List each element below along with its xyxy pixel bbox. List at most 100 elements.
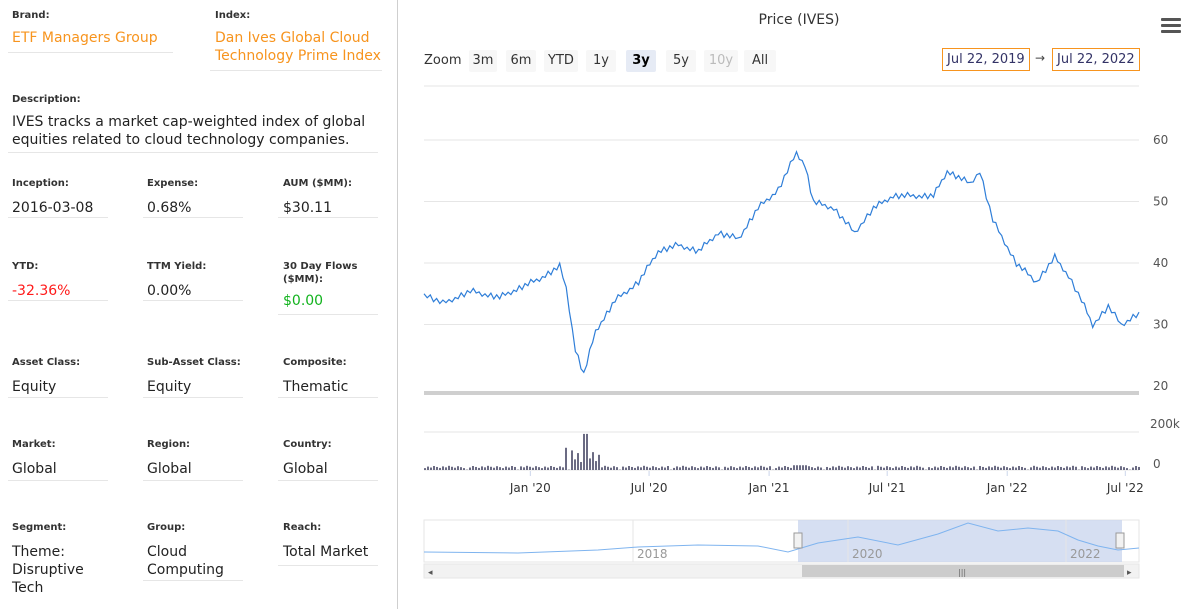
volume-bar [1042,466,1044,470]
scroll-left-arrow-icon[interactable]: ◂ [428,568,433,578]
sub-asset-class-value: Equity [147,379,192,395]
zoom-3y-button[interactable]: 3y [626,50,656,72]
zoom-6m-button[interactable]: 6m [506,50,536,72]
volume-bar [469,467,471,470]
navigator-right-handle[interactable] [1115,532,1125,549]
volume-bar [1126,468,1128,470]
volume-bar [997,466,999,470]
volume-bar [1048,468,1050,470]
volume-bar [451,466,453,470]
volume-bar [529,466,531,470]
aum-field: AUM ($MM): $30.11 [283,177,383,217]
volume-bar [1108,467,1110,470]
volume-bar [979,466,981,470]
country-label: Country: [283,439,332,450]
volume-bar [559,466,561,470]
x-tick-label: Jul '21 [868,481,906,495]
volume-bar [430,467,432,470]
volume-bar [1102,467,1104,470]
zoom-ytd-button[interactable]: YTD [544,50,578,72]
volume-bar [1036,466,1038,470]
brand-link[interactable]: ETF Managers Group [12,30,158,46]
volume-bar [919,466,921,470]
hamburger-menu-icon[interactable] [1161,18,1181,33]
volume-bar [778,466,780,470]
volume-bar [493,467,495,470]
volume-bar [904,466,906,470]
volume-bar [661,466,663,470]
brand-field: Brand: ETF Managers Group [12,9,172,47]
volume-bar [679,467,681,470]
volume-bar [640,467,642,470]
x-tick-label: Jul '20 [630,481,668,495]
zoom-all-button[interactable]: All [744,50,776,72]
volume-bar [985,467,987,470]
volume-bar [1117,467,1119,470]
volume-bar [952,467,954,470]
volume-bar [1030,467,1032,470]
volume-bar [526,465,528,470]
flows-label: 30 Day Flows ($MM): [283,261,358,285]
volume-bar [1066,466,1068,470]
price-chart[interactable]: 20 30 40 50 60 200k 0 Jan '20 Jul '20 Jan '21 Jul … [398,0,1200,609]
zoom-3m-button[interactable]: 3m [469,50,497,72]
volume-bar [886,466,888,470]
sub-asset-class-label: Sub-Asset Class: [147,357,241,368]
scroll-right-arrow-icon[interactable]: ▸ [1127,568,1132,578]
volume-bar [1000,467,1002,470]
volume-bar [832,466,834,470]
volume-bar [922,467,924,470]
price-series-line [423,149,1140,374]
volume-bar [703,467,705,470]
volume-bar [907,467,909,470]
date-to-input[interactable]: Jul 22, 2022 [1052,48,1140,71]
scrollbar-thumb[interactable] [802,565,1124,577]
volume-bar [655,467,657,470]
volume-bar [949,466,951,470]
volume-bar [502,468,504,470]
volume-bar [868,467,870,470]
volume-bar [1063,467,1065,470]
volume-bar [1096,466,1098,470]
volume-bar [442,466,444,470]
navigator-left-handle[interactable] [793,532,803,549]
x-tick-label: Jan '22 [986,481,1028,495]
volume-bar [1060,466,1062,470]
y-tick-label: 30 [1153,318,1168,332]
group-value: Cloud Computing [147,544,224,578]
volume-bar [970,468,972,470]
volume-bar [715,466,717,470]
volume-bar [847,466,849,470]
volume-bar [841,466,843,470]
volume-bar [1012,466,1014,470]
volume-bar [424,468,426,470]
volume-bar [751,467,753,470]
volume-bar [961,467,963,470]
expense-label: Expense: [147,178,199,189]
volume-bar [454,467,456,470]
volume-bar [994,465,996,470]
volume-bar [871,466,873,470]
volume-bar [1045,467,1047,470]
description-label: Description: [12,94,81,105]
volume-bar [505,466,507,470]
volume-bar [1021,466,1023,470]
volume-bar [883,467,885,470]
volume-bar [439,467,441,470]
zoom-5y-button[interactable]: 5y [666,50,696,72]
index-link[interactable]: Dan Ives Global Cloud Technology Prime I… [215,30,381,64]
volume-bar [910,466,912,470]
volume-bar [739,466,741,470]
volume-bar [577,453,579,470]
volume-bar [1114,466,1116,470]
volume-bar [709,466,711,470]
zoom-1y-button[interactable]: 1y [586,50,616,72]
segment-label: Segment: [12,522,67,533]
volume-bar [754,466,756,470]
volume-bar [592,452,594,470]
volume-bar [637,466,639,470]
volume-bar [463,468,465,470]
date-from-input[interactable]: Jul 22, 2019 [942,48,1030,71]
volume-bar [694,467,696,470]
volume-bar [649,467,651,470]
